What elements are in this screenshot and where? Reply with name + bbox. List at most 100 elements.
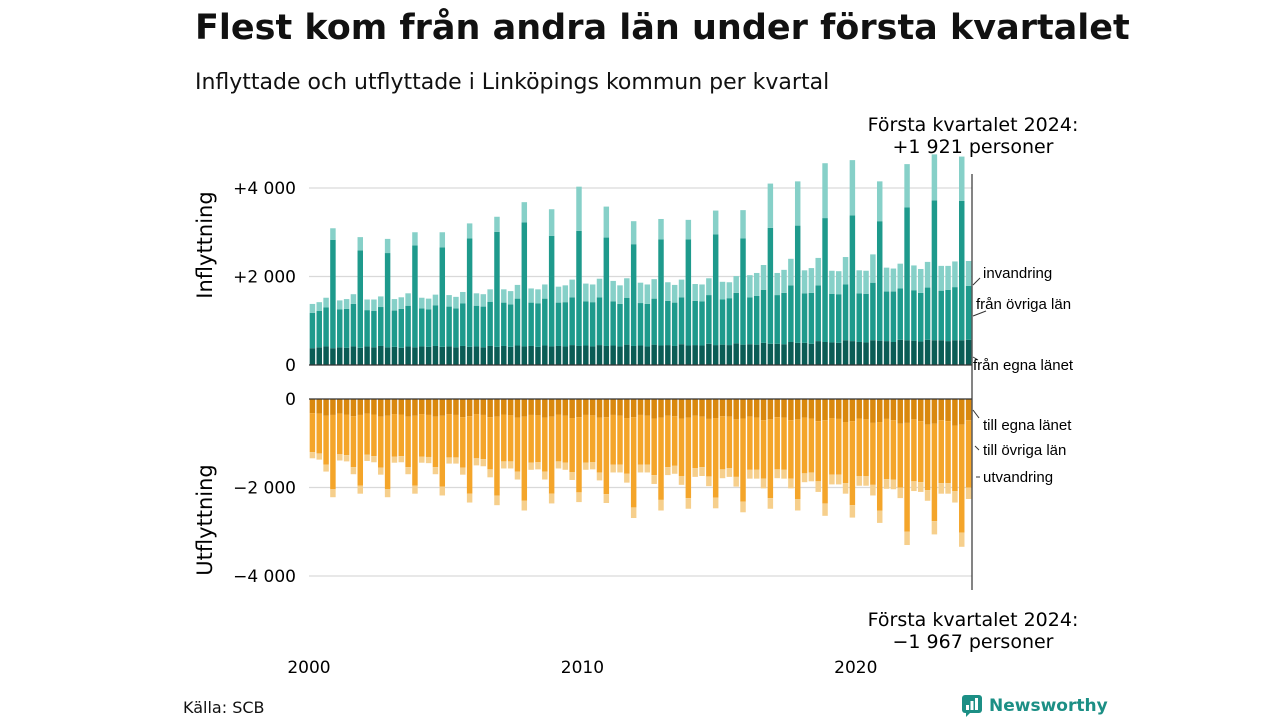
bar-to-same-county <box>712 399 719 419</box>
bar-immigration <box>897 263 903 289</box>
bar-emigration <box>514 471 521 480</box>
bar-from-other-counties <box>931 200 938 341</box>
bar-from-other-counties <box>801 293 808 343</box>
bar-from-same-county <box>753 344 760 365</box>
bar-from-same-county <box>473 346 480 365</box>
bar-from-other-counties <box>466 238 473 347</box>
bar-from-same-county <box>391 346 398 365</box>
bar-from-same-county <box>603 345 610 365</box>
bar-from-other-counties <box>918 292 924 342</box>
bar-emigration <box>692 468 698 477</box>
bar-emigration <box>323 464 329 472</box>
bar-to-same-county <box>596 399 603 418</box>
bar-from-other-counties <box>630 244 637 346</box>
invandring-leader-line <box>972 277 981 286</box>
bar-from-same-county <box>487 345 493 365</box>
bar-emigration <box>624 473 630 483</box>
bar-from-other-counties <box>870 282 876 341</box>
bar-emigration <box>637 464 644 473</box>
bottom-annotation-line2: −1 967 personer <box>893 631 1054 653</box>
bar-from-other-counties <box>767 227 774 344</box>
bar-to-same-county <box>781 399 787 418</box>
bar-to-same-county <box>378 399 384 417</box>
bar-immigration <box>507 291 514 305</box>
bar-from-other-counties <box>617 303 623 347</box>
bar-immigration <box>596 278 603 298</box>
bar-immigration <box>371 299 377 312</box>
bar-from-other-counties <box>760 289 767 343</box>
bar-emigration <box>610 464 616 473</box>
bar-to-same-county <box>562 399 569 416</box>
top-gridlines: 0 +2 000 +4 000 <box>233 179 972 376</box>
bar-from-same-county <box>337 347 343 365</box>
bar-emigration <box>883 479 890 489</box>
bar-to-same-county <box>460 399 466 418</box>
bar-to-same-county <box>651 399 657 419</box>
bar-to-other-counties <box>555 414 562 462</box>
bar-to-same-county <box>849 399 856 422</box>
bar-from-other-counties <box>945 289 951 342</box>
bar-from-other-counties <box>890 291 897 342</box>
bar-to-other-counties <box>767 419 774 499</box>
bar-emigration <box>733 476 739 487</box>
bar-from-other-counties <box>453 308 459 348</box>
bar-to-other-counties <box>384 415 391 490</box>
bar-emigration <box>835 474 842 485</box>
bar-to-same-county <box>740 399 746 419</box>
bar-to-same-county <box>760 399 767 421</box>
bottom-ylabel: Utflyttning <box>193 464 217 576</box>
bar-immigration <box>753 272 760 296</box>
bar-to-other-counties <box>924 424 931 491</box>
bar-to-other-counties <box>870 422 876 485</box>
bar-to-other-counties <box>378 416 384 468</box>
bar-to-same-county <box>528 399 534 415</box>
bar-to-other-counties <box>965 420 972 488</box>
bar-emigration <box>357 485 363 494</box>
bar-from-same-county <box>781 344 787 365</box>
bar-immigration <box>535 289 541 304</box>
bar-to-other-counties <box>808 418 815 473</box>
bar-from-other-counties <box>753 295 760 345</box>
top-annotation-line2: +1 921 personer <box>893 136 1054 158</box>
bar-immigration <box>890 268 897 292</box>
bar-immigration <box>692 284 698 301</box>
bar-from-other-counties <box>835 294 842 343</box>
bar-to-same-county <box>726 399 733 417</box>
bar-to-same-county <box>501 399 507 415</box>
bar-to-same-county <box>398 399 405 415</box>
bar-from-same-county <box>398 347 405 365</box>
bar-from-other-counties <box>542 298 548 346</box>
bar-emigration <box>658 499 664 511</box>
bottom-ytick-label: 0 <box>285 390 296 410</box>
bar-immigration <box>514 284 521 299</box>
bar-to-same-county <box>678 399 685 419</box>
bar-to-other-counties <box>446 414 452 458</box>
bar-from-other-counties <box>822 218 828 342</box>
bar-emigration <box>726 468 733 477</box>
bar-to-other-counties <box>651 418 657 476</box>
bar-emigration <box>398 456 405 463</box>
bar-to-same-county <box>665 399 671 416</box>
bar-from-other-counties <box>419 308 425 347</box>
bar-from-other-counties <box>569 297 575 346</box>
bar-from-other-counties <box>589 302 596 347</box>
bar-to-other-counties <box>480 414 487 460</box>
bar-from-same-county <box>507 346 514 365</box>
bar-immigration <box>815 257 821 286</box>
bar-to-other-counties <box>460 417 466 468</box>
bar-from-other-counties <box>699 301 705 346</box>
bar-from-same-county <box>822 341 828 365</box>
bar-immigration <box>432 294 439 306</box>
bottom-ytick-label: −2 000 <box>233 479 296 499</box>
bar-immigration <box>856 270 862 294</box>
bar-to-other-counties <box>931 423 938 522</box>
bar-from-same-county <box>719 344 726 365</box>
bar-from-other-counties <box>678 297 685 345</box>
bar-to-same-county <box>630 399 637 418</box>
bar-emigration <box>343 455 350 462</box>
bar-emigration <box>542 471 548 480</box>
bar-to-other-counties <box>760 420 767 479</box>
bar-from-same-county <box>555 345 562 365</box>
bar-to-same-county <box>542 399 548 418</box>
bar-to-same-county <box>473 399 480 415</box>
